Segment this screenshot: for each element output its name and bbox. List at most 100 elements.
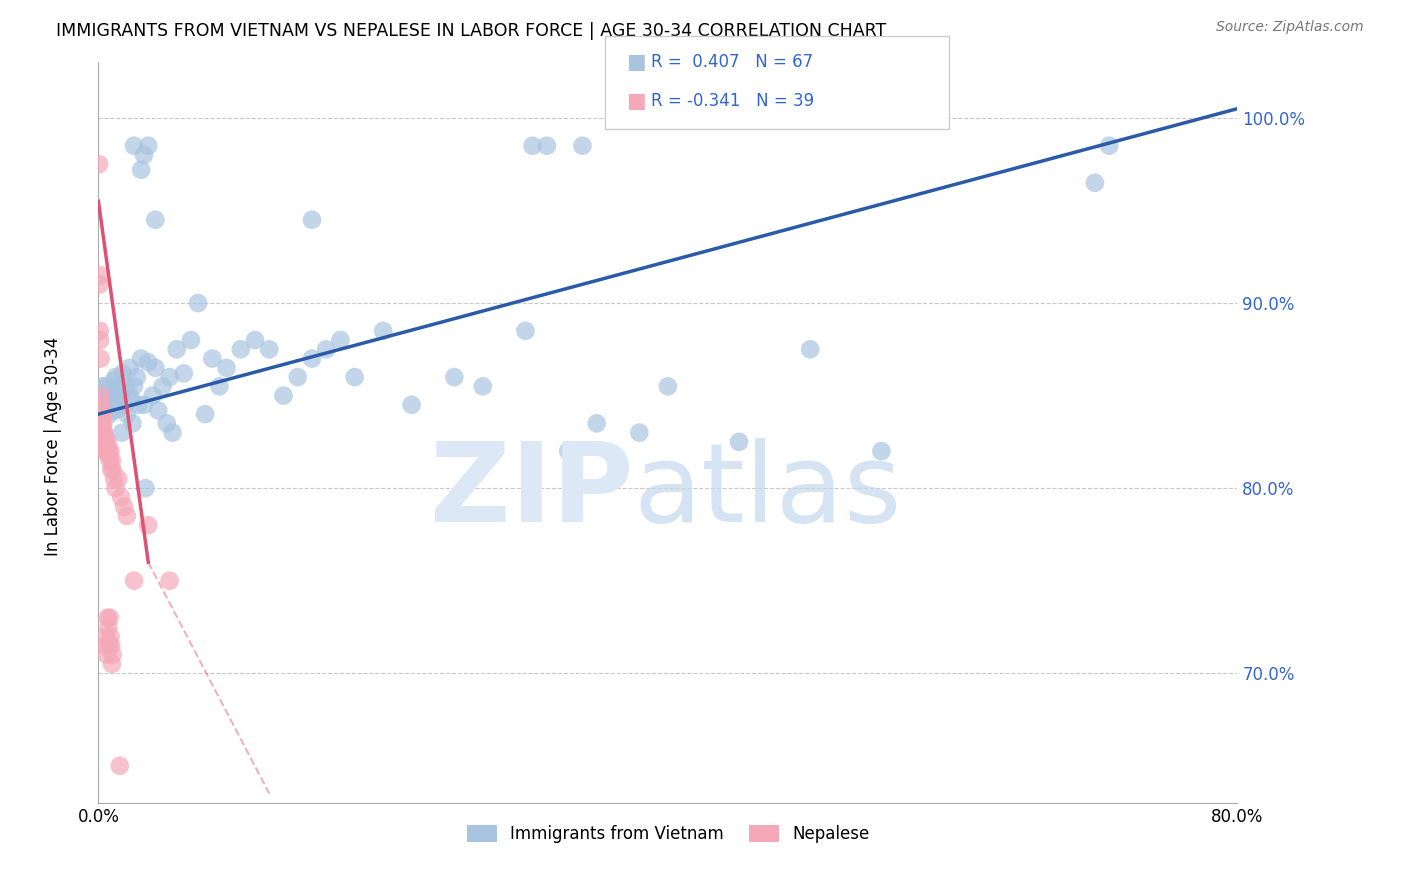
Point [96, 648, 118, 662]
Text: R =  0.407   N = 67: R = 0.407 N = 67 [651, 54, 813, 71]
Point [110, 491, 132, 505]
Point [162, 425, 184, 440]
Point [194, 407, 217, 421]
Point [287, 370, 309, 384]
Point [97, 398, 120, 412]
Point [132, 398, 155, 412]
Point [122, 574, 145, 588]
Point [91, 410, 114, 425]
Point [799, 343, 821, 357]
Point [136, 518, 159, 533]
Point [94, 639, 117, 653]
Point [101, 657, 124, 671]
Text: atlas: atlas [634, 438, 903, 545]
Point [91, 422, 114, 436]
Text: IMMIGRANTS FROM VIETNAM VS NEPALESE IN LABOR FORCE | AGE 30-34 CORRELATION CHART: IMMIGRANTS FROM VIETNAM VS NEPALESE IN L… [56, 22, 887, 40]
Point [94, 434, 117, 449]
Point [112, 398, 135, 412]
Point [371, 324, 394, 338]
Point [229, 343, 252, 357]
Point [98, 453, 121, 467]
Point [97, 620, 120, 634]
Point [100, 462, 122, 476]
Point [152, 379, 174, 393]
Point [141, 388, 163, 402]
Point [107, 401, 129, 416]
Point [103, 374, 125, 388]
Point [93, 434, 115, 449]
Point [97, 610, 120, 624]
Point [122, 379, 145, 393]
Point [159, 574, 181, 588]
Point [628, 425, 651, 440]
Point [208, 379, 231, 393]
Point [112, 500, 135, 514]
Point [101, 453, 124, 467]
Point [343, 370, 366, 384]
Text: Source: ZipAtlas.com: Source: ZipAtlas.com [1216, 20, 1364, 34]
Point [132, 148, 155, 162]
Point [101, 462, 124, 476]
Point [301, 212, 323, 227]
Point [98, 407, 121, 421]
Point [571, 138, 593, 153]
Point [243, 333, 266, 347]
Point [90, 407, 112, 421]
Text: ZIP: ZIP [430, 438, 634, 545]
Point [471, 379, 494, 393]
Point [129, 351, 152, 366]
Point [96, 629, 118, 643]
Point [89, 324, 111, 338]
Point [121, 417, 143, 431]
Point [329, 333, 352, 347]
Point [93, 429, 115, 443]
Point [89, 277, 111, 292]
Point [111, 425, 134, 440]
Point [100, 444, 122, 458]
Point [118, 360, 141, 375]
Point [94, 379, 117, 393]
Point [443, 370, 465, 384]
Point [94, 429, 117, 443]
Point [301, 351, 323, 366]
Point [401, 398, 423, 412]
Point [96, 441, 118, 455]
Point [201, 351, 224, 366]
Point [315, 343, 337, 357]
Point [515, 324, 537, 338]
Point [145, 212, 167, 227]
Point [108, 392, 131, 407]
Point [259, 343, 281, 357]
Point [522, 138, 544, 153]
Point [97, 448, 120, 462]
Point [585, 417, 607, 431]
Point [89, 333, 111, 347]
Point [657, 379, 679, 393]
Point [107, 472, 129, 486]
Point [180, 333, 202, 347]
Point [104, 481, 127, 495]
Point [91, 379, 114, 393]
Point [159, 370, 181, 384]
Point [187, 296, 209, 310]
Point [728, 434, 751, 449]
Point [98, 610, 121, 624]
Point [101, 403, 124, 417]
Point [1098, 138, 1121, 153]
Point [110, 388, 132, 402]
Point [111, 367, 134, 381]
Text: ■: ■ [626, 91, 645, 111]
Point [91, 417, 114, 431]
Point [120, 392, 142, 407]
Point [104, 370, 127, 384]
Point [98, 444, 121, 458]
Point [89, 157, 111, 171]
Point [156, 417, 179, 431]
Point [125, 370, 148, 384]
Legend: Immigrants from Vietnam, Nepalese: Immigrants from Vietnam, Nepalese [460, 819, 876, 850]
Point [96, 444, 118, 458]
Point [90, 351, 112, 366]
Point [114, 379, 136, 393]
Point [105, 379, 128, 393]
Point [90, 388, 112, 402]
